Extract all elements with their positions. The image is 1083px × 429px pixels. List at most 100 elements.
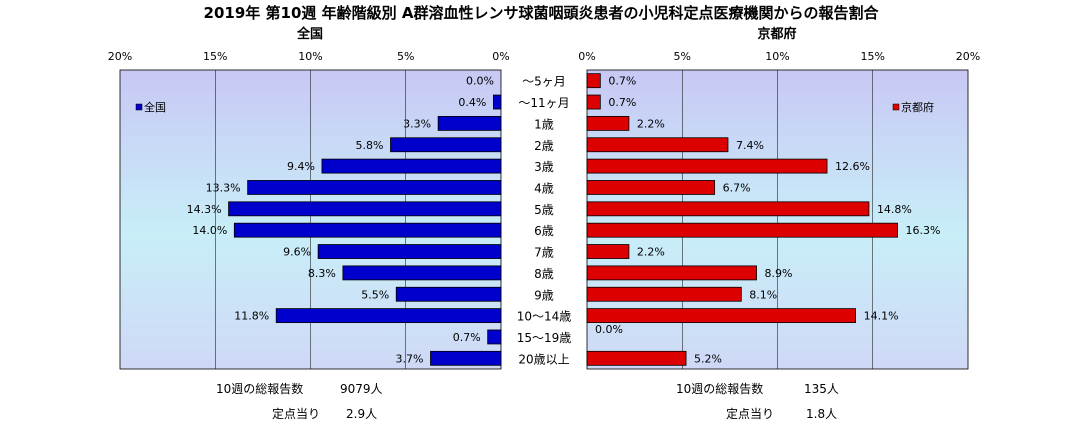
right-panel-title: 京都府 [757,26,796,42]
right-footer: 10週の総報告数 135人 定点当り 1.8人 [676,381,839,421]
category-label: 〜5ヶ月 [522,75,566,89]
category-label: 6歳 [534,224,554,238]
left-bar [437,115,502,131]
right-bar [586,137,729,153]
right-bar [586,286,742,302]
left-data-label: 14.3% [187,203,222,216]
right-bar [586,180,716,195]
right-bar [586,73,601,89]
chart-panels: 20% 15% 10% 5% 0% 0.0% 0.4% 3.3% 5.8% 9.4% 13.3% 14… [108,50,980,370]
right-bar [586,158,828,174]
category-label: 4歳 [534,181,554,195]
left-total-value: 9079人 [340,382,383,396]
right-axis-tick-label: 0% [578,50,595,63]
category-label: 〜11ヶ月 [518,96,569,110]
right-bar [586,94,601,110]
right-bar [586,308,857,324]
right-data-label: 7.4% [736,139,764,152]
right-data-label: 5.2% [694,352,722,365]
right-total-value: 135人 [804,382,839,396]
right-legend-label: 京都府 [901,100,934,114]
category-label: 10〜14歳 [517,310,572,324]
left-legend: 全国 [135,100,166,114]
right-legend: 京都府 [892,100,934,114]
category-label: 5歳 [534,203,554,217]
right-data-label: 8.1% [749,288,777,301]
right-data-label: 14.8% [877,203,912,216]
right-bar [586,265,757,281]
left-axis-tick-label: 15% [203,50,227,63]
left-total-label: 10週の総報告数 [216,381,303,396]
right-bar [586,350,687,366]
category-label: 8歳 [534,267,554,281]
right-data-label: 12.6% [835,160,870,173]
left-data-label: 5.8% [356,139,384,152]
left-per-label: 定点当り [272,406,320,421]
left-data-label: 0.4% [458,96,486,109]
right-bar [586,115,630,131]
right-per-label: 定点当り [726,406,774,421]
left-bar [492,94,502,110]
right-data-label: 0.0% [595,323,623,336]
left-bar [228,201,502,217]
left-panel: 20% 15% 10% 5% 0% 0.0% 0.4% 3.3% 5.8% 9.4% 13.3% 14… [108,50,510,370]
left-axis-tick-label: 5% [397,50,414,63]
left-footer: 10週の総報告数 9079人 定点当り 2.9人 [216,381,383,421]
left-data-label: 14.0% [192,224,227,237]
left-legend-swatch [135,103,143,111]
category-label: 1歳 [534,117,554,131]
right-data-label: 16.3% [906,224,941,237]
left-data-label: 3.3% [403,117,431,130]
right-total-label: 10週の総報告数 [676,381,763,396]
left-data-label: 11.8% [234,310,269,323]
right-data-label: 14.1% [864,310,899,323]
right-per-value: 1.8人 [806,407,837,421]
left-axis-tick-label: 20% [108,50,132,63]
right-axis-tick-label: 5% [674,50,691,63]
left-panel-title: 全国 [296,26,323,42]
left-axis-tick-label: 10% [298,50,322,63]
right-legend-swatch [892,103,900,111]
right-data-label: 0.7% [608,75,636,88]
right-axis-tick-label: 15% [861,50,885,63]
left-bar [430,350,502,366]
left-bar [247,180,502,195]
chart-title: 2019年 第10週 年齢階級別 A群溶血性レンサ球菌咽頭炎患者の小児科定点医療… [204,4,880,22]
right-axis-tick-label: 10% [765,50,789,63]
left-data-label: 9.4% [287,160,315,173]
right-data-label: 2.2% [637,246,665,259]
right-axis-tick-label: 20% [956,50,980,63]
right-data-label: 2.2% [637,117,665,130]
category-label: 20歳以上 [518,352,569,366]
left-per-value: 2.9人 [346,407,377,421]
left-bar [275,308,502,324]
left-bar [233,222,502,238]
left-data-label: 13.3% [206,181,241,194]
left-data-label: 5.5% [361,288,389,301]
left-bar [342,265,502,281]
right-bar [586,222,898,238]
left-bar [390,137,502,153]
right-data-label: 8.9% [765,267,793,280]
right-bar [586,201,870,217]
category-label: 15〜19歳 [517,331,572,345]
left-bar [395,286,502,302]
left-bar [317,244,502,259]
category-label: 2歳 [534,139,554,153]
left-bar [487,329,502,345]
left-data-label: 8.3% [308,267,336,280]
left-data-label: 3.7% [396,352,424,365]
category-labels: 〜5ヶ月〜11ヶ月 1歳 2歳 3歳 4歳 5歳 6歳 7歳 8歳 9歳 10〜14歳 15〜19歳 2… [517,75,572,367]
left-data-label: 0.7% [453,331,481,344]
category-label: 9歳 [534,288,554,302]
right-data-label: 6.7% [723,181,751,194]
left-axis-tick-label: 0% [492,50,509,63]
right-panel: 0% 5% 10% 15% 20%0.7%0.7%2.2%7.4%12.6%6.7%14… [578,50,980,370]
left-legend-label: 全国 [144,100,166,114]
category-label: 7歳 [534,246,554,260]
left-data-label: 9.6% [283,246,311,259]
right-data-label: 0.7% [608,96,636,109]
left-bar [321,158,502,174]
left-data-label: 0.0% [466,75,494,88]
